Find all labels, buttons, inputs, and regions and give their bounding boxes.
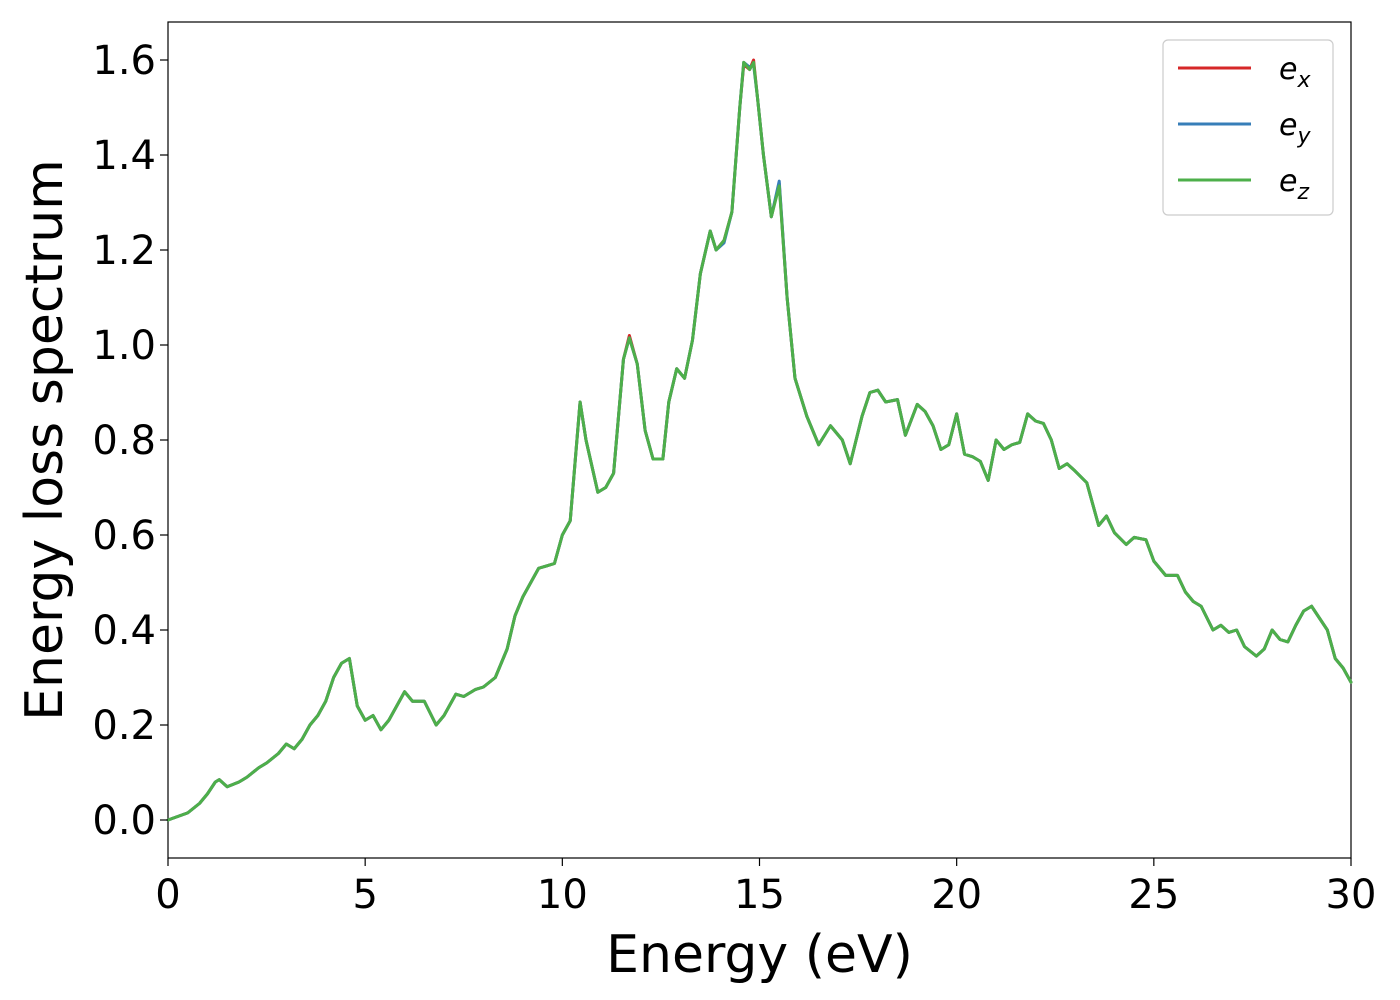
y-tick-label: 1.0 (92, 323, 156, 369)
y-tick-label: 0.8 (92, 418, 156, 464)
series-line-e-z (166, 60, 1353, 822)
series-layer (166, 58, 1353, 822)
y-tick-label: 1.6 (92, 38, 156, 84)
y-tick-label: 0.0 (92, 798, 156, 844)
x-tick-label: 30 (1326, 872, 1377, 918)
y-tick-label: 1.2 (92, 228, 156, 274)
y-axis-title: Energy loss spectrum (15, 159, 75, 721)
x-tick-label: 25 (1128, 872, 1179, 918)
y-tick-label: 1.4 (92, 133, 156, 179)
y-tick-label: 0.6 (92, 513, 156, 559)
legend-label-e-z: ez (1279, 164, 1309, 205)
legend: ex ey ez (1162, 39, 1334, 216)
x-tick-label: 0 (155, 872, 180, 918)
x-axis-ticks: 0 5 10 15 20 25 30 (155, 858, 1376, 918)
x-tick-label: 20 (931, 872, 982, 918)
x-tick-label: 10 (537, 872, 588, 918)
y-axis-ticks: 0.0 0.2 0.4 0.6 0.8 1.0 1.2 1.4 1.6 (92, 38, 168, 844)
y-tick-label: 0.4 (92, 608, 156, 654)
legend-label-e-y: ey (1279, 108, 1311, 149)
x-tick-label: 5 (352, 872, 377, 918)
legend-label-e-x: ex (1279, 52, 1311, 93)
y-tick-label: 0.2 (92, 703, 156, 749)
x-axis-title: Energy (eV) (606, 925, 913, 985)
x-tick-label: 15 (734, 872, 785, 918)
legend-box (1162, 39, 1334, 216)
